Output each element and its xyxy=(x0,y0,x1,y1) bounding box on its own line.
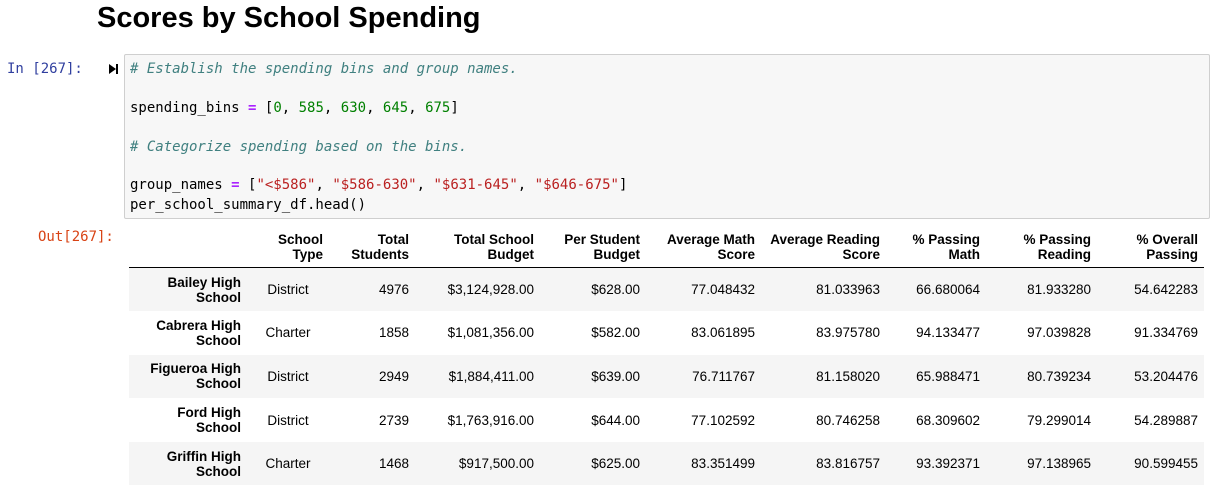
table-cell: $582.00 xyxy=(591,325,640,341)
row-index-school-name: Griffin High School xyxy=(166,448,241,479)
code-variable: group_names xyxy=(130,177,232,194)
table-cell: 80.746258 xyxy=(816,412,880,428)
table-cell: $917,500.00 xyxy=(458,456,534,472)
row-index-school-name: Bailey High School xyxy=(167,274,241,305)
table-cell: $628.00 xyxy=(591,282,640,298)
table-cell: $1,763,916.00 xyxy=(447,412,534,428)
table-cell: 83.351499 xyxy=(691,456,755,472)
table-cell: 1468 xyxy=(378,456,409,472)
table-cell: Charter xyxy=(265,456,311,472)
code-text[interactable]: # Establish the spending bins and group … xyxy=(130,61,628,213)
row-index-school-name: Cabrera High School xyxy=(156,317,241,348)
output-prompt: Out[267]: xyxy=(38,229,114,245)
table-header: School Type Total Students Total School Bud… xyxy=(129,228,1204,268)
table-row: Ford High School District 2739 $1,763,916… xyxy=(129,398,1204,442)
table-cell: District xyxy=(267,368,309,384)
input-prompt: In [267]: xyxy=(7,61,83,77)
table-cell: District xyxy=(267,282,309,298)
code-number: 675 xyxy=(425,99,451,116)
table-cell: 77.048432 xyxy=(691,282,755,298)
table-row: Bailey High School District 4976 $3,124,9… xyxy=(129,267,1204,312)
code-number: 630 xyxy=(340,99,367,116)
code-bracket: [ xyxy=(256,99,274,116)
row-index-school-name: Figueroa High School xyxy=(150,361,241,392)
row-index-school-name: Ford High School xyxy=(177,405,241,436)
column-header-total-school-budget: Total School Budget xyxy=(415,228,540,268)
table-cell: $639.00 xyxy=(591,368,640,384)
code-bracket: [ xyxy=(239,177,257,194)
table-cell: 83.816757 xyxy=(816,456,880,472)
code-string: "$586-630" xyxy=(332,177,417,194)
table-cell: Charter xyxy=(265,325,311,341)
table-cell: 54.289887 xyxy=(1134,412,1198,428)
table-cell: 91.334769 xyxy=(1134,325,1198,341)
code-comment: # Establish the spending bins and group … xyxy=(130,61,518,77)
table-cell: 81.933280 xyxy=(1027,282,1091,298)
table-cell: $3,124,928.00 xyxy=(447,282,534,298)
table-cell: 65.988471 xyxy=(916,368,980,384)
code-bracket: ] xyxy=(450,99,459,116)
table-cell: 93.392371 xyxy=(916,456,980,472)
table-cell: 79.299014 xyxy=(1027,412,1091,428)
column-header-average-reading-score: Average Reading Score xyxy=(761,228,886,268)
table-cell: 90.599455 xyxy=(1134,456,1198,472)
table-cell: 2739 xyxy=(378,412,409,428)
table-cell: 81.033963 xyxy=(816,282,880,298)
code-number: 585 xyxy=(298,99,324,116)
header-row: School Type Total Students Total School Bud… xyxy=(129,228,1204,268)
code-variable: spending_bins xyxy=(130,99,249,116)
column-header-passing-math: % Passing Math xyxy=(886,228,986,268)
column-header-school-type: School Type xyxy=(247,228,329,268)
table-cell: 76.711767 xyxy=(692,368,755,384)
column-header-overall-passing: % Overall Passing xyxy=(1097,228,1204,268)
table-cell: $1,884,411.00 xyxy=(448,368,534,384)
table-cell: 94.133477 xyxy=(916,325,980,341)
column-header-passing-reading: % Passing Reading xyxy=(986,228,1097,268)
table-cell: 54.642283 xyxy=(1134,282,1198,298)
code-bracket: ] xyxy=(618,177,628,194)
table-cell: 80.739234 xyxy=(1027,368,1091,384)
dataframe-table: School Type Total Students Total School Bud… xyxy=(129,228,1204,486)
section-heading: Scores by School Spending xyxy=(97,2,481,34)
column-header-total-students: Total Students xyxy=(329,228,415,268)
table-cell: 77.102592 xyxy=(691,412,755,428)
table-cell: 83.061895 xyxy=(691,325,755,341)
code-comment: # Categorize spending based on the bins. xyxy=(130,138,468,155)
code-cell-editor[interactable]: # Establish the spending bins and group … xyxy=(124,54,1210,219)
table-cell: 1858 xyxy=(378,325,409,341)
code-operator: = xyxy=(248,99,257,116)
table-cell: 2949 xyxy=(378,368,409,384)
code-string: "$646-675" xyxy=(534,177,619,194)
table-cell: $625.00 xyxy=(591,456,640,472)
table-cell: 66.680064 xyxy=(916,282,980,298)
table-cell: $1,081,356.00 xyxy=(447,325,534,341)
code-string: "$631-645" xyxy=(433,177,518,194)
code-call: per_school_summary_df.head() xyxy=(130,196,367,213)
table-row: Figueroa High School District 2949 $1,884… xyxy=(129,354,1204,399)
table-cell: 97.039828 xyxy=(1027,325,1091,341)
code-number: 0 xyxy=(273,99,282,116)
table-cell: 68.309602 xyxy=(916,412,980,428)
table-body: Bailey High School District 4976 $3,124,9… xyxy=(129,267,1204,486)
column-header-average-math-score: Average Math Score xyxy=(646,228,761,268)
table-cell: 4976 xyxy=(378,282,409,298)
index-header xyxy=(129,228,247,268)
table-row: Cabrera High School Charter 1858 $1,081,3… xyxy=(129,311,1204,355)
table-cell: 81.158020 xyxy=(816,368,880,384)
table-cell: 97.138965 xyxy=(1027,456,1091,472)
table-cell: 53.204476 xyxy=(1134,368,1198,384)
table-cell: $644.00 xyxy=(591,412,640,428)
table-cell: 83.975780 xyxy=(816,325,880,341)
code-operator: = xyxy=(231,177,240,194)
code-string: "<$586" xyxy=(256,177,316,194)
table-cell: District xyxy=(267,412,309,428)
code-number: 645 xyxy=(382,99,409,116)
run-cell-icon[interactable] xyxy=(106,62,120,76)
column-header-per-student-budget: Per Student Budget xyxy=(540,228,646,268)
table-row: Griffin High School Charter 1468 $917,500… xyxy=(129,441,1204,486)
